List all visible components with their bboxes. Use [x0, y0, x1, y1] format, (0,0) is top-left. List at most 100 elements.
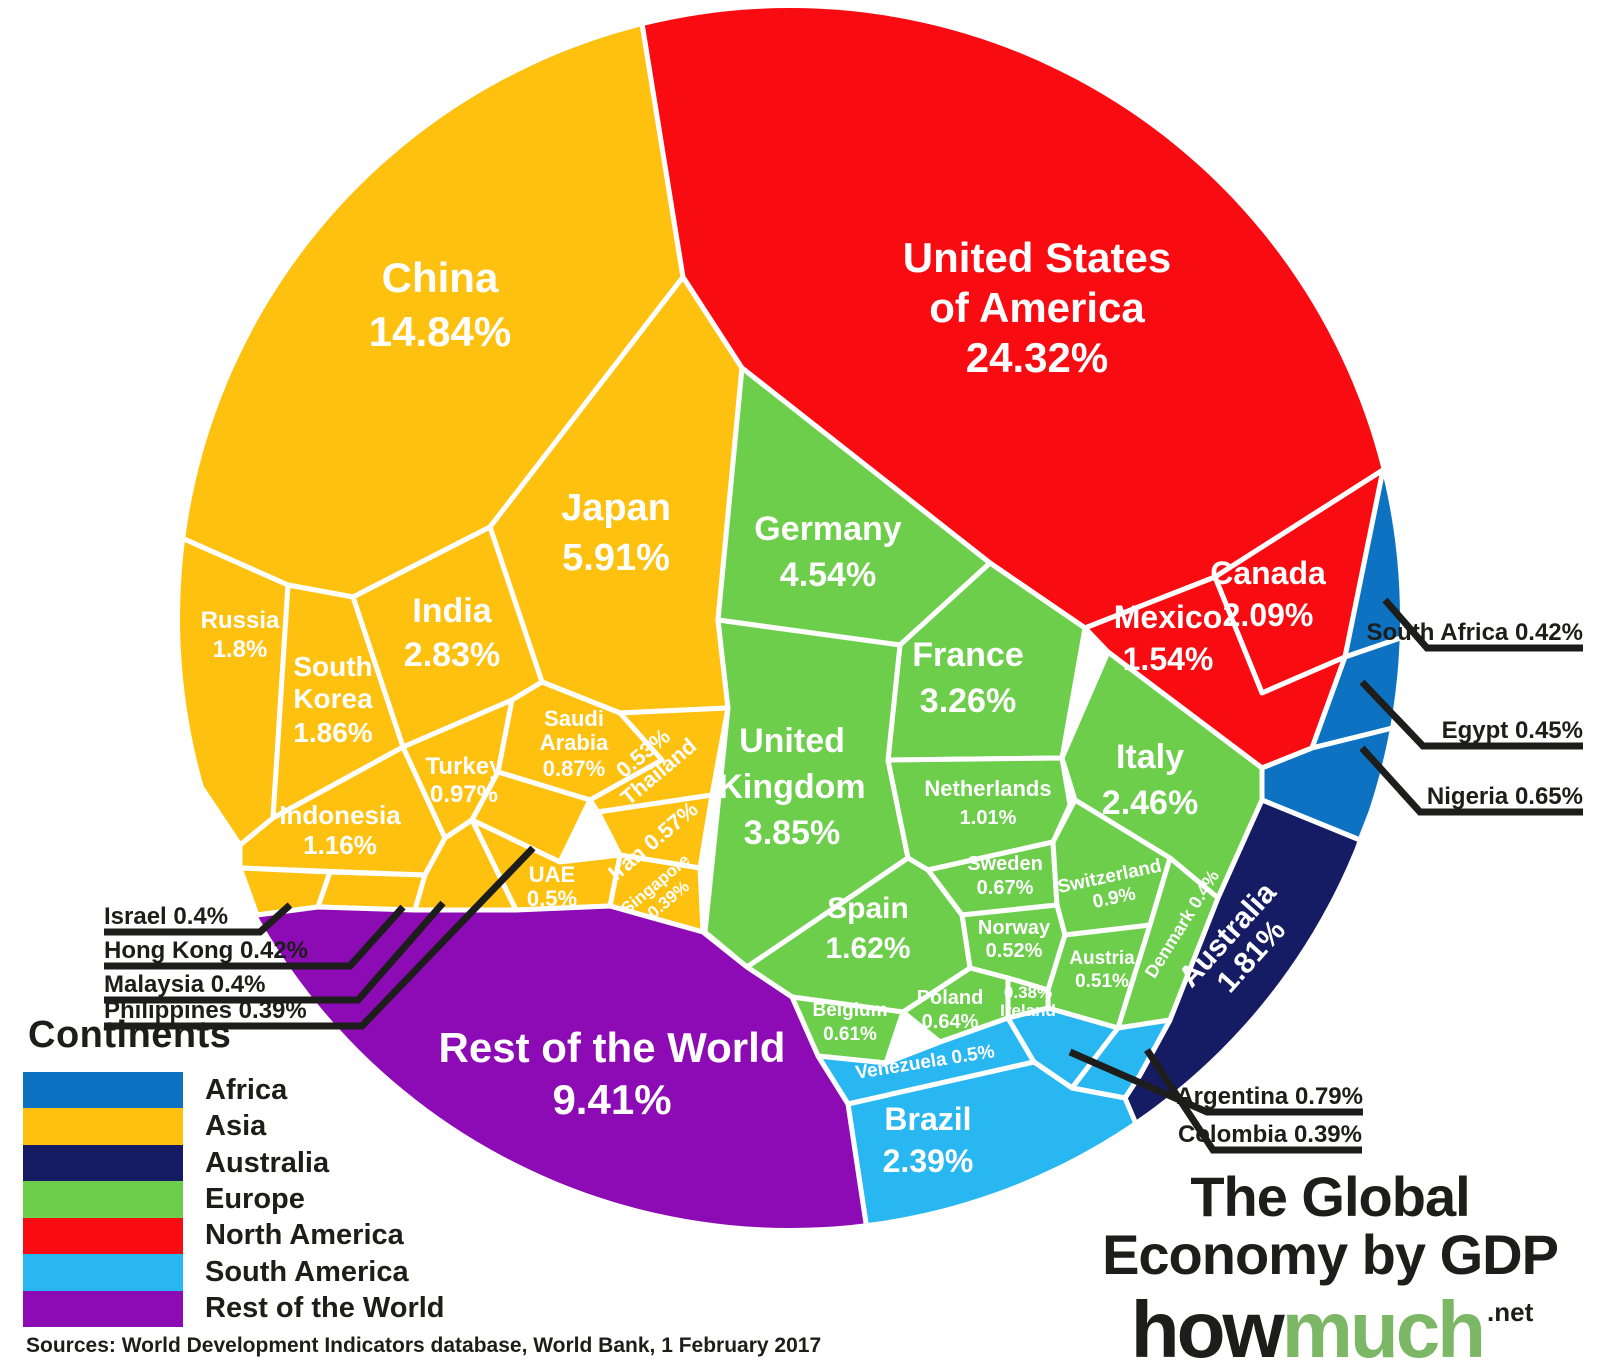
logo-tld: .net	[1487, 1297, 1534, 1328]
label-sweden-name: Sweden	[967, 853, 1043, 875]
callout-line-malaysia	[104, 900, 446, 1004]
legend-label-australia: Australia	[205, 1146, 330, 1179]
label-south-korea-line2: Korea	[293, 683, 373, 714]
label-mexico-name: Mexico	[1114, 599, 1222, 635]
callout-hong-kong: Hong Kong 0.42%	[104, 937, 308, 964]
label-italy-value: 2.46%	[1102, 784, 1198, 822]
callout-line-argentina	[1068, 1048, 1363, 1116]
legend-swatch-asia	[23, 1108, 183, 1145]
legend-label-africa: Africa	[205, 1073, 288, 1106]
label-usa-line1: United States	[903, 234, 1171, 281]
source-note: Sources: World Development Indicators da…	[26, 1334, 822, 1357]
callout-line-hong-kong	[104, 904, 406, 970]
label-canada-name: Canada	[1210, 555, 1326, 591]
label-uk-line2: Kingdom	[718, 768, 865, 806]
callout-line-south-africa	[1382, 597, 1583, 652]
label-uae-name: UAE	[529, 862, 575, 887]
label-indonesia-name: Indonesia	[279, 800, 401, 830]
page-title-line2: Economy by GDP	[1102, 1223, 1559, 1287]
label-rest-of-world-value: 9.41%	[552, 1076, 671, 1123]
legend-swatch-australia	[23, 1144, 183, 1182]
callout-line-philippines	[104, 845, 536, 1030]
legend-labels: Africa Asia Australia Europe North Ameri…	[205, 1072, 445, 1327]
page-title-line1: The Global	[1190, 1165, 1470, 1228]
label-belgium-value: 0.61%	[823, 1024, 877, 1045]
label-canada-value: 2.09%	[1223, 597, 1314, 633]
legend-swatch-north-america	[23, 1217, 183, 1255]
legend-label-asia: Asia	[205, 1110, 267, 1143]
callout-line-egypt	[1359, 679, 1583, 750]
callout-israel: Israel 0.4%	[104, 903, 228, 930]
callout-line-colombia	[1144, 1048, 1362, 1154]
callout-line-nigeria	[1359, 745, 1583, 816]
legend-swatch-rest-of-world	[23, 1290, 183, 1327]
label-south-korea-line1: South	[293, 651, 372, 682]
label-india-value: 2.83%	[404, 636, 500, 674]
label-spain-name: Spain	[827, 892, 909, 925]
label-brazil-name: Brazil	[884, 1101, 971, 1137]
callout-lines	[104, 597, 1583, 1154]
callout-malaysia: Malaysia 0.4%	[104, 971, 265, 998]
callout-egypt: Egypt 0.45%	[1442, 717, 1583, 744]
label-norway-name: Norway	[978, 917, 1051, 939]
label-france-name: France	[912, 636, 1024, 674]
label-poland-name: Poland	[917, 987, 984, 1009]
label-russia-name: Russia	[201, 607, 280, 634]
label-austria-name: Austria	[1069, 948, 1135, 969]
label-belgium-name: Belgium	[813, 1000, 888, 1021]
callout-nigeria: Nigeria 0.65%	[1427, 783, 1583, 810]
legend-swatch-column	[23, 1072, 183, 1327]
label-ireland-name: Ireland	[1000, 1001, 1056, 1020]
callout-colombia: Colombia 0.39%	[1178, 1121, 1362, 1148]
label-mexico-value: 1.54%	[1123, 641, 1214, 677]
label-japan-name: Japan	[561, 487, 671, 529]
label-netherlands-name: Netherlands	[924, 776, 1051, 801]
howmuch-logo: howmuch .net	[1070, 1290, 1590, 1370]
label-norway-value: 0.52%	[986, 940, 1043, 962]
legend-heading: Continents	[28, 1014, 232, 1056]
logo-much: much	[1281, 1285, 1486, 1372]
label-saudi-line2: Arabia	[540, 730, 609, 755]
label-india-name: India	[412, 592, 492, 630]
label-japan-value: 5.91%	[562, 537, 670, 579]
cell-hong-kong	[315, 869, 428, 913]
label-usa-value: 24.32%	[966, 334, 1108, 381]
label-usa-line2: of America	[929, 284, 1145, 331]
label-china-value: 14.84%	[369, 308, 511, 355]
label-uk-value: 3.85%	[744, 814, 840, 852]
label-turkey-name: Turkey	[426, 753, 504, 780]
label-saudi-line1: Saudi	[544, 706, 604, 731]
label-germany-value: 4.54%	[780, 556, 876, 594]
label-italy-name: Italy	[1116, 738, 1184, 776]
legend-label-south-america: South America	[205, 1255, 409, 1288]
label-china-name: China	[382, 254, 499, 301]
label-turkey-value: 0.97%	[430, 781, 498, 808]
logo-how: how	[1130, 1285, 1285, 1372]
label-austria-value: 0.51%	[1075, 971, 1129, 992]
label-netherlands-value: 1.01%	[960, 807, 1017, 829]
label-france-value: 3.26%	[920, 682, 1016, 720]
label-sweden-value: 0.67%	[977, 877, 1034, 899]
label-rest-of-world-name: Rest of the World	[439, 1024, 786, 1071]
label-russia-value: 1.8%	[213, 636, 268, 663]
label-indonesia-value: 1.16%	[303, 830, 377, 860]
label-ireland-value: 0.38%	[1004, 983, 1052, 1002]
label-brazil-value: 2.39%	[883, 1143, 974, 1179]
label-saudi-value: 0.87%	[543, 756, 605, 781]
callout-labels: Israel 0.4% Hong Kong 0.42% Malaysia 0.4…	[104, 619, 1583, 1148]
label-germany-name: Germany	[754, 510, 901, 548]
cell-south-africa	[1342, 467, 1400, 660]
legend-label-rest-of-world: Rest of the World	[205, 1292, 445, 1325]
cell-colombia	[1069, 1017, 1173, 1101]
callout-philippines: Philippines 0.39%	[104, 997, 307, 1024]
legend-swatch-europe	[23, 1181, 183, 1218]
label-uae-value: 0.5%	[527, 886, 577, 911]
callout-line-israel	[104, 902, 293, 936]
callout-argentina: Argentina 0.79%	[1176, 1083, 1363, 1110]
legend-swatch-africa	[23, 1072, 183, 1109]
label-poland-value: 0.64%	[922, 1011, 979, 1033]
legend-label-north-america: North America	[205, 1219, 404, 1252]
label-south-korea-value: 1.86%	[293, 717, 372, 748]
label-spain-value: 1.62%	[825, 932, 910, 965]
